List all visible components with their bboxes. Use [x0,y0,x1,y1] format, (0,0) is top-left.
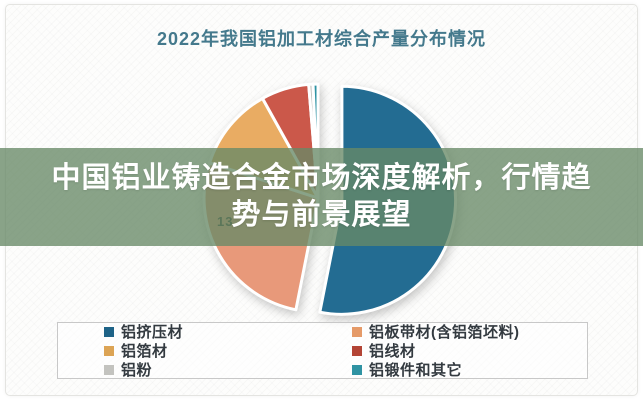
legend-label: 铝箔材 [121,343,168,360]
chart-title: 2022年我国铝加工材综合产量分布情况 [156,29,487,49]
legend-item: 铝板带材(含铝箔坯料) [352,323,587,341]
legend-swatch-icon [104,345,114,356]
chart-legend: 铝挤压材 铝板带材(含铝箔坯料) 铝箔材 铝线材铝粉 铝锻件和其它 [57,322,588,379]
legend-item: 铝箔材 [104,342,352,360]
legend-swatch-icon [352,345,362,356]
legend-swatch-icon [104,326,114,337]
legend-swatch-icon [352,326,362,337]
legend-item: 铝线材 [352,342,587,360]
overlay-title-line2: 势与前景展望 [231,199,412,231]
legend-item: 铝挤压材 [104,323,352,341]
legend-label: 铝粉 [121,362,153,379]
legend-item: 铝粉 [104,361,352,379]
overlay-title-line1: 中国铝业铸造合金市场深度解析，行情趋 [51,162,592,194]
legend-label: 铝挤压材 [121,324,184,341]
legend-label: 铝线材 [369,343,416,360]
overlay-title-banner: 中国铝业铸造合金市场深度解析，行情趋 势与前景展望 [0,148,643,246]
legend-swatch-icon [104,364,114,375]
legend-label: 铝锻件和其它 [369,362,463,379]
legend-swatch-icon [352,364,362,375]
legend-item: 铝锻件和其它 [352,361,587,379]
legend-label: 铝板带材(含铝箔坯料) [369,324,520,341]
